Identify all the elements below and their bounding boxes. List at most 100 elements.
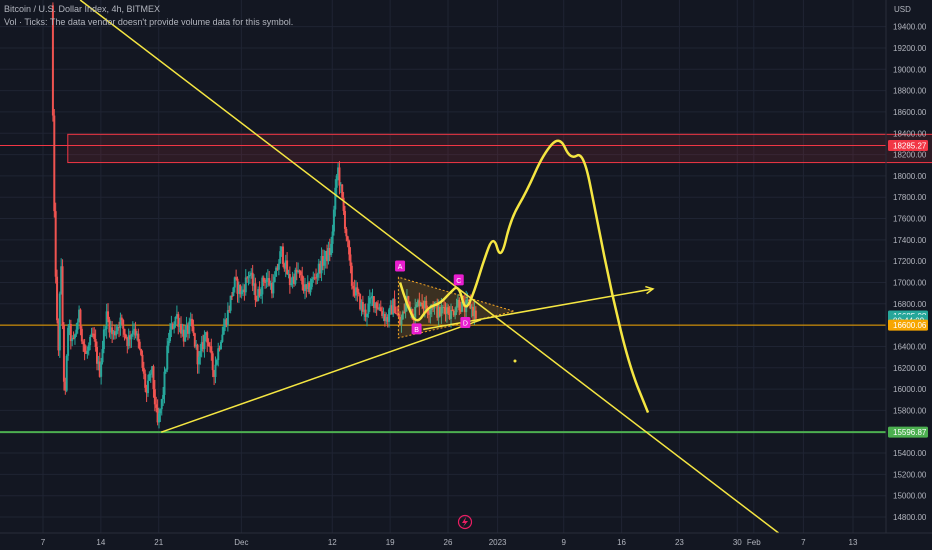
candle-body — [310, 278, 313, 287]
wave-label-d-box — [460, 316, 471, 328]
candle-body — [466, 299, 469, 301]
candle-body — [221, 334, 224, 342]
candle-body — [171, 323, 174, 329]
candle-body — [266, 278, 269, 280]
candle-body — [366, 313, 368, 317]
candle-body — [255, 300, 258, 302]
candle-body — [67, 327, 70, 356]
wave-label-d: D — [463, 320, 468, 327]
candle-body — [226, 310, 229, 326]
price-tick-label: 14800.00 — [893, 513, 927, 522]
candle-body — [57, 320, 60, 351]
wave-label-b-box — [411, 323, 422, 335]
candle-body — [78, 309, 81, 323]
time-tick-label: 14 — [96, 538, 105, 547]
candle-body — [283, 263, 286, 269]
candle-body — [316, 273, 319, 278]
wave-label-c: C — [456, 278, 461, 285]
price-tick-label: 16000.00 — [893, 385, 927, 394]
candle-body — [262, 277, 265, 282]
candle-body — [273, 276, 276, 283]
candle-body — [127, 335, 130, 346]
candle-body — [253, 283, 256, 286]
symbol-title[interactable]: Bitcoin / U.S. Dollar Index, 4h, BITMEX — [4, 4, 161, 14]
candle-body — [375, 302, 378, 309]
grid-lines — [0, 0, 886, 533]
time-tick-label: 26 — [444, 538, 453, 547]
candle-body — [427, 313, 430, 315]
horizontal-levels — [0, 144, 886, 434]
candle-body — [275, 267, 278, 277]
candle-body — [166, 345, 169, 370]
candle-body — [148, 373, 151, 381]
candle-body — [404, 303, 407, 312]
candle-body — [452, 310, 455, 316]
candle-body — [364, 309, 367, 317]
candle-body — [377, 308, 380, 310]
candle-body — [244, 277, 247, 293]
candle-body — [76, 322, 79, 330]
candle-body — [474, 310, 477, 319]
triangle-shape — [397, 276, 517, 339]
descending-trendline — [79, 0, 780, 534]
candle-body — [184, 329, 187, 342]
wave-labels: A B C D — [395, 260, 471, 335]
candle-body — [189, 318, 192, 322]
candle-body — [272, 282, 275, 294]
candle-body — [356, 287, 359, 293]
candle-body — [397, 314, 400, 317]
candle-body — [328, 247, 331, 256]
candle-body — [270, 283, 273, 294]
candle-body — [414, 306, 417, 321]
candle-body — [276, 267, 279, 270]
candle-body — [195, 344, 198, 347]
time-tick-label: 9 — [561, 538, 566, 547]
candle-body — [61, 266, 64, 326]
candle-body — [323, 259, 326, 266]
price-axis[interactable]: USD14800.0015000.0015200.0015400.0015600… — [885, 0, 928, 533]
candle-body — [372, 296, 375, 308]
price-tick-label: 15000.00 — [893, 492, 927, 501]
candle-body — [155, 404, 158, 408]
candle-body — [319, 263, 322, 274]
candle-body — [447, 307, 450, 314]
candle-body — [144, 373, 147, 388]
price-tick-label: 18000.00 — [893, 172, 927, 181]
candle-body — [339, 184, 342, 186]
price-tag-label: 18285.27 — [893, 141, 927, 150]
candle-body — [206, 332, 209, 343]
time-axis[interactable]: 7 14 21 Dec 12 19 26 2023 9 16 23 30 Feb 7 13 — [0, 532, 932, 547]
candle-body — [363, 309, 366, 312]
candle-body — [350, 265, 353, 286]
candle-body — [298, 270, 301, 272]
candle-body — [113, 331, 116, 336]
candle-body — [320, 255, 323, 274]
candle-body — [261, 277, 264, 295]
candle-body — [156, 407, 159, 423]
candle-body — [265, 279, 268, 282]
candle-body — [297, 270, 300, 273]
candle-body — [342, 197, 345, 211]
candle-body — [399, 316, 402, 325]
candle-body — [280, 246, 283, 252]
candle-body — [451, 309, 454, 311]
candle-body — [327, 247, 330, 262]
candle-body — [463, 302, 466, 313]
price-tick-label: 17400.00 — [893, 236, 927, 245]
candle-body — [430, 306, 433, 310]
candle-body — [313, 277, 316, 279]
candle-body — [169, 329, 172, 342]
time-tick-label: Feb — [747, 538, 761, 547]
time-tick-label: 23 — [675, 538, 684, 547]
candle-body — [374, 302, 377, 308]
candle-body — [135, 333, 138, 336]
candle-body — [53, 115, 56, 212]
candle-body — [145, 387, 148, 394]
candle-body — [58, 293, 61, 351]
lightning-icon[interactable] — [457, 514, 473, 530]
candle-body — [429, 309, 432, 315]
candle-body — [258, 289, 261, 296]
candle-body — [422, 304, 425, 309]
candle-body — [443, 307, 446, 309]
